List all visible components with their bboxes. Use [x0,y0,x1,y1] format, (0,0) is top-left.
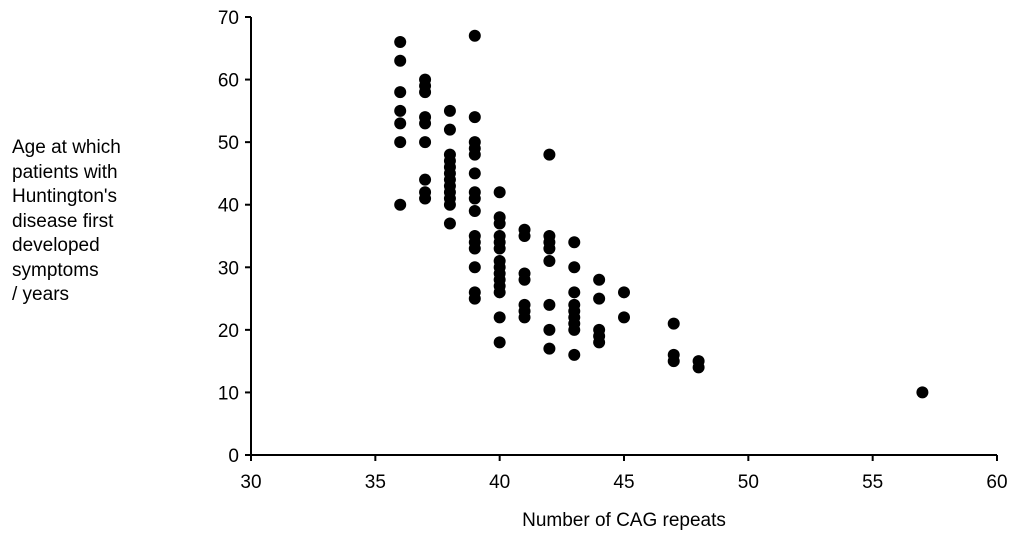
data-point [493,311,506,324]
y-tick-label: 50 [218,133,239,154]
y-tick-label: 10 [218,383,239,404]
data-point [468,167,481,180]
y-tick-label: 0 [228,446,239,467]
x-tick-label: 50 [738,472,759,493]
data-point [419,86,432,99]
data-point [468,111,481,124]
data-point [543,242,556,255]
y-tick-label: 60 [218,71,239,92]
data-point [593,273,606,286]
data-point [394,104,407,117]
data-point [593,336,606,349]
data-point [468,192,481,205]
x-tick-label: 60 [986,472,1007,493]
data-point [543,148,556,161]
x-tick-label: 55 [862,472,883,493]
x-tick-label: 40 [489,472,510,493]
data-point [443,198,456,211]
data-point [468,29,481,42]
data-point [468,261,481,274]
x-tick-label: 35 [365,472,386,493]
data-point [394,54,407,67]
data-point [543,298,556,311]
data-point [468,242,481,255]
data-point [618,286,630,299]
y-tick-label: 20 [218,321,239,342]
data-point [493,186,506,199]
x-axis-label: Number of CAG repeats [522,510,726,531]
data-point [568,323,581,336]
data-point [419,136,432,149]
data-point [443,104,456,117]
data-point [493,336,506,349]
data-point [419,117,432,130]
data-point [692,361,705,374]
y-axis-label-line: symptoms [12,259,99,281]
data-point [568,348,581,361]
data-point [443,123,456,136]
data-point [493,286,506,299]
data-point [568,236,581,249]
data-point [667,355,680,368]
data-point [468,148,481,161]
data-point [568,261,581,274]
x-tick-label: 45 [613,472,634,493]
y-tick-label: 40 [218,196,239,217]
y-axis-label-line: disease first [12,210,114,232]
data-point [493,217,506,230]
data-points [394,29,929,399]
data-point [419,192,432,205]
data-point [394,86,407,99]
data-point [493,242,506,255]
data-point [518,230,531,242]
y-axis-label-line: Age at which [12,137,121,158]
y-axis-label-line: / years [12,284,70,305]
data-point [394,117,407,130]
data-point [394,136,407,149]
data-point [593,292,606,305]
y-axis-label: Age at which patients with Huntington's dis… [12,136,172,308]
data-point [543,255,556,268]
y-axis-label-line: patients with [12,161,118,183]
data-point [543,342,556,355]
data-point [518,273,531,286]
y-axis-label-line: developed [12,235,100,256]
data-point [518,311,531,324]
y-tick-label: 70 [218,8,239,29]
data-point [468,292,481,305]
data-point [394,198,407,211]
data-point [394,36,407,49]
data-point [543,323,556,336]
axes: 30 35 40 45 50 55 60 0 10 20 30 40 50 60 70 [218,8,1008,493]
data-point [468,204,481,217]
data-point [419,173,432,186]
x-tick-label: 30 [240,472,261,493]
data-point [916,386,929,399]
data-point [667,317,680,330]
y-axis-label-line: Huntington's [12,186,118,207]
data-point [618,311,630,324]
data-point [443,217,456,230]
y-tick-label: 30 [218,258,239,279]
data-point [568,286,581,299]
